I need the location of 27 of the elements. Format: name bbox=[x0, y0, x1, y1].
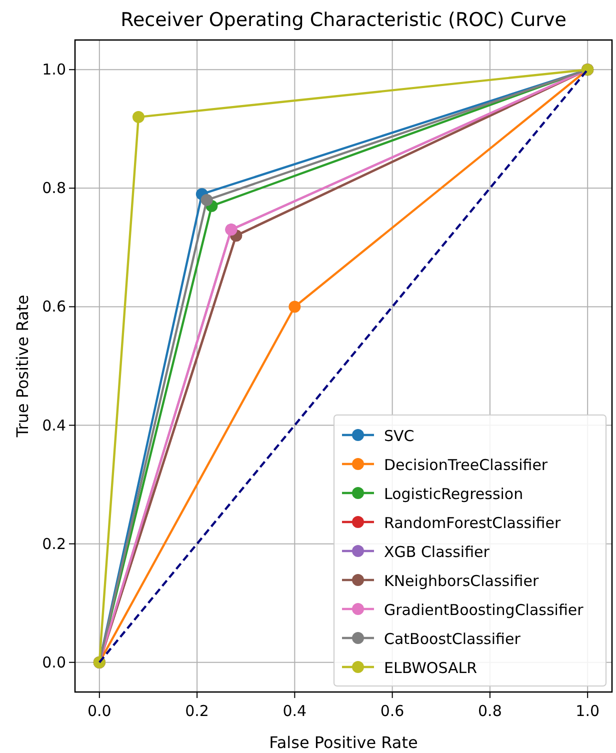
x-tick-label: 0.8 bbox=[478, 702, 502, 720]
x-axis-title: False Positive Rate bbox=[269, 733, 418, 752]
x-tick-label: 0.2 bbox=[185, 702, 209, 720]
legend-label: SVC bbox=[384, 427, 414, 445]
legend-label: CatBoostClassifier bbox=[384, 630, 522, 648]
y-tick-label: 1.0 bbox=[42, 60, 66, 79]
legend-label: DecisionTreeClassifier bbox=[384, 456, 548, 474]
legend-label: XGB Classifier bbox=[384, 543, 490, 561]
x-tick-label: 0.4 bbox=[282, 702, 307, 720]
y-tick-label: 0.0 bbox=[42, 653, 66, 672]
y-tick-label: 0.8 bbox=[42, 179, 66, 198]
x-tick-label: 0.0 bbox=[87, 702, 112, 720]
y-tick-label: 0.4 bbox=[42, 416, 66, 434]
chart-title: Receiver Operating Characteristic (ROC) Curve bbox=[120, 9, 566, 31]
legend-label: RandomForestClassifier bbox=[384, 514, 562, 532]
legend-label: LogisticRegression bbox=[384, 485, 524, 503]
point bbox=[200, 194, 213, 206]
legend-label: KNeighborsClassifier bbox=[384, 572, 540, 590]
legend-label: ELBWOSALR bbox=[384, 659, 478, 677]
y-axis-title: True Positive Rate bbox=[13, 294, 32, 438]
point bbox=[132, 111, 144, 124]
y-tick-label: 0.2 bbox=[42, 534, 66, 553]
legend-label: GradientBoostingClassifier bbox=[384, 601, 584, 619]
x-tick-label: 0.6 bbox=[380, 702, 404, 720]
point bbox=[288, 300, 301, 313]
x-tick-label: 1.0 bbox=[576, 702, 600, 720]
y-tick-label: 0.6 bbox=[42, 298, 66, 316]
